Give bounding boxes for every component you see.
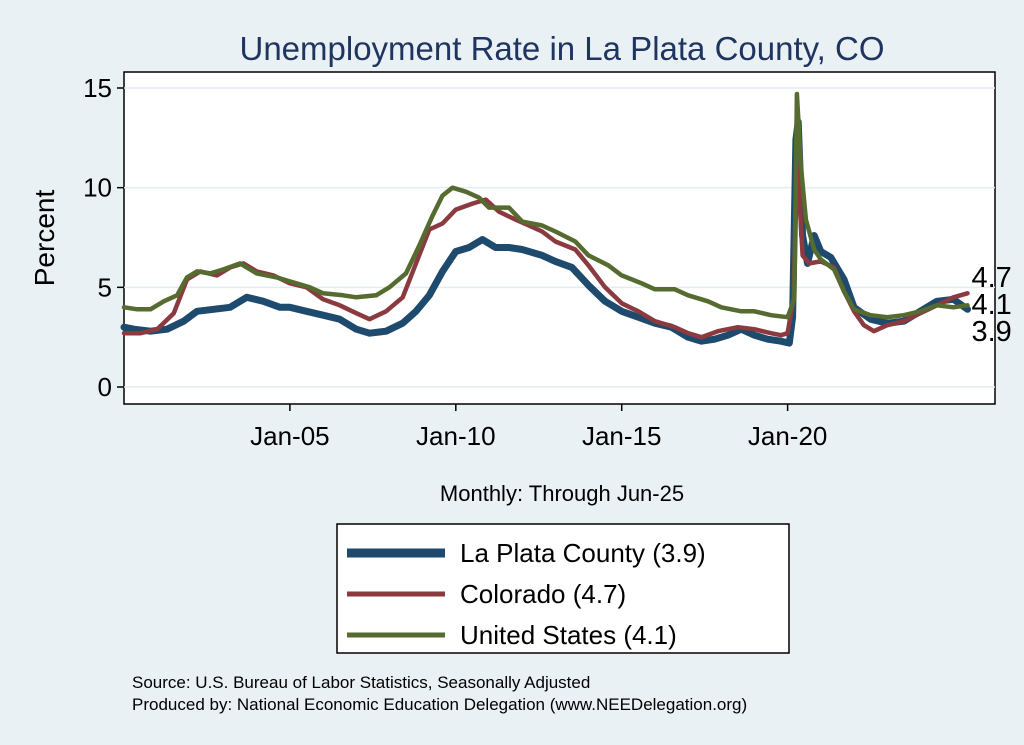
end-value-labels: 4.74.13.9 (971, 262, 1011, 348)
legend: La Plata County (3.9) Colorado (4.7) Unite… (347, 538, 706, 650)
end-label-united-states: 4.1 (971, 289, 1011, 321)
y-tick-label-5: 5 (98, 272, 112, 302)
end-label-la-plata-county: 3.9 (971, 316, 1011, 348)
y-axis-ticks: 0 5 10 15 (83, 73, 124, 402)
y-tick-label-15: 15 (83, 73, 112, 103)
producer-line: Produced by: National Economic Education… (132, 695, 747, 714)
x-tick-label-3: Jan-20 (748, 421, 828, 451)
x-tick-label-1: Jan-10 (416, 421, 496, 451)
y-tick-label-10: 10 (83, 173, 112, 203)
plot-area (123, 71, 996, 405)
x-tick-label-0: Jan-05 (250, 421, 330, 451)
legend-box (336, 523, 790, 654)
series-line-la-plata-county (120, 118, 971, 347)
x-axis-label: Monthly: Through Jun-25 (440, 481, 684, 506)
x-tick-label-2: Jan-15 (582, 421, 662, 451)
chart-title: Unemployment Rate in La Plata County, CO (239, 30, 884, 67)
end-label-colorado: 4.7 (971, 262, 1011, 294)
series-line-united-states (121, 91, 970, 320)
x-axis-ticks: Jan-05 Jan-10 Jan-15 Jan-20 (250, 404, 827, 451)
source-line: Source: U.S. Bureau of Labor Statistics,… (132, 673, 590, 692)
legend-label-colorado: Colorado (4.7) (460, 579, 626, 609)
y-tick-label-0: 0 (98, 372, 112, 402)
legend-label-united-states: United States (4.1) (460, 620, 677, 650)
legend-label-la-plata-county: La Plata County (3.9) (460, 538, 706, 568)
series-lines (120, 91, 971, 347)
y-axis-label: Percent (29, 190, 60, 287)
